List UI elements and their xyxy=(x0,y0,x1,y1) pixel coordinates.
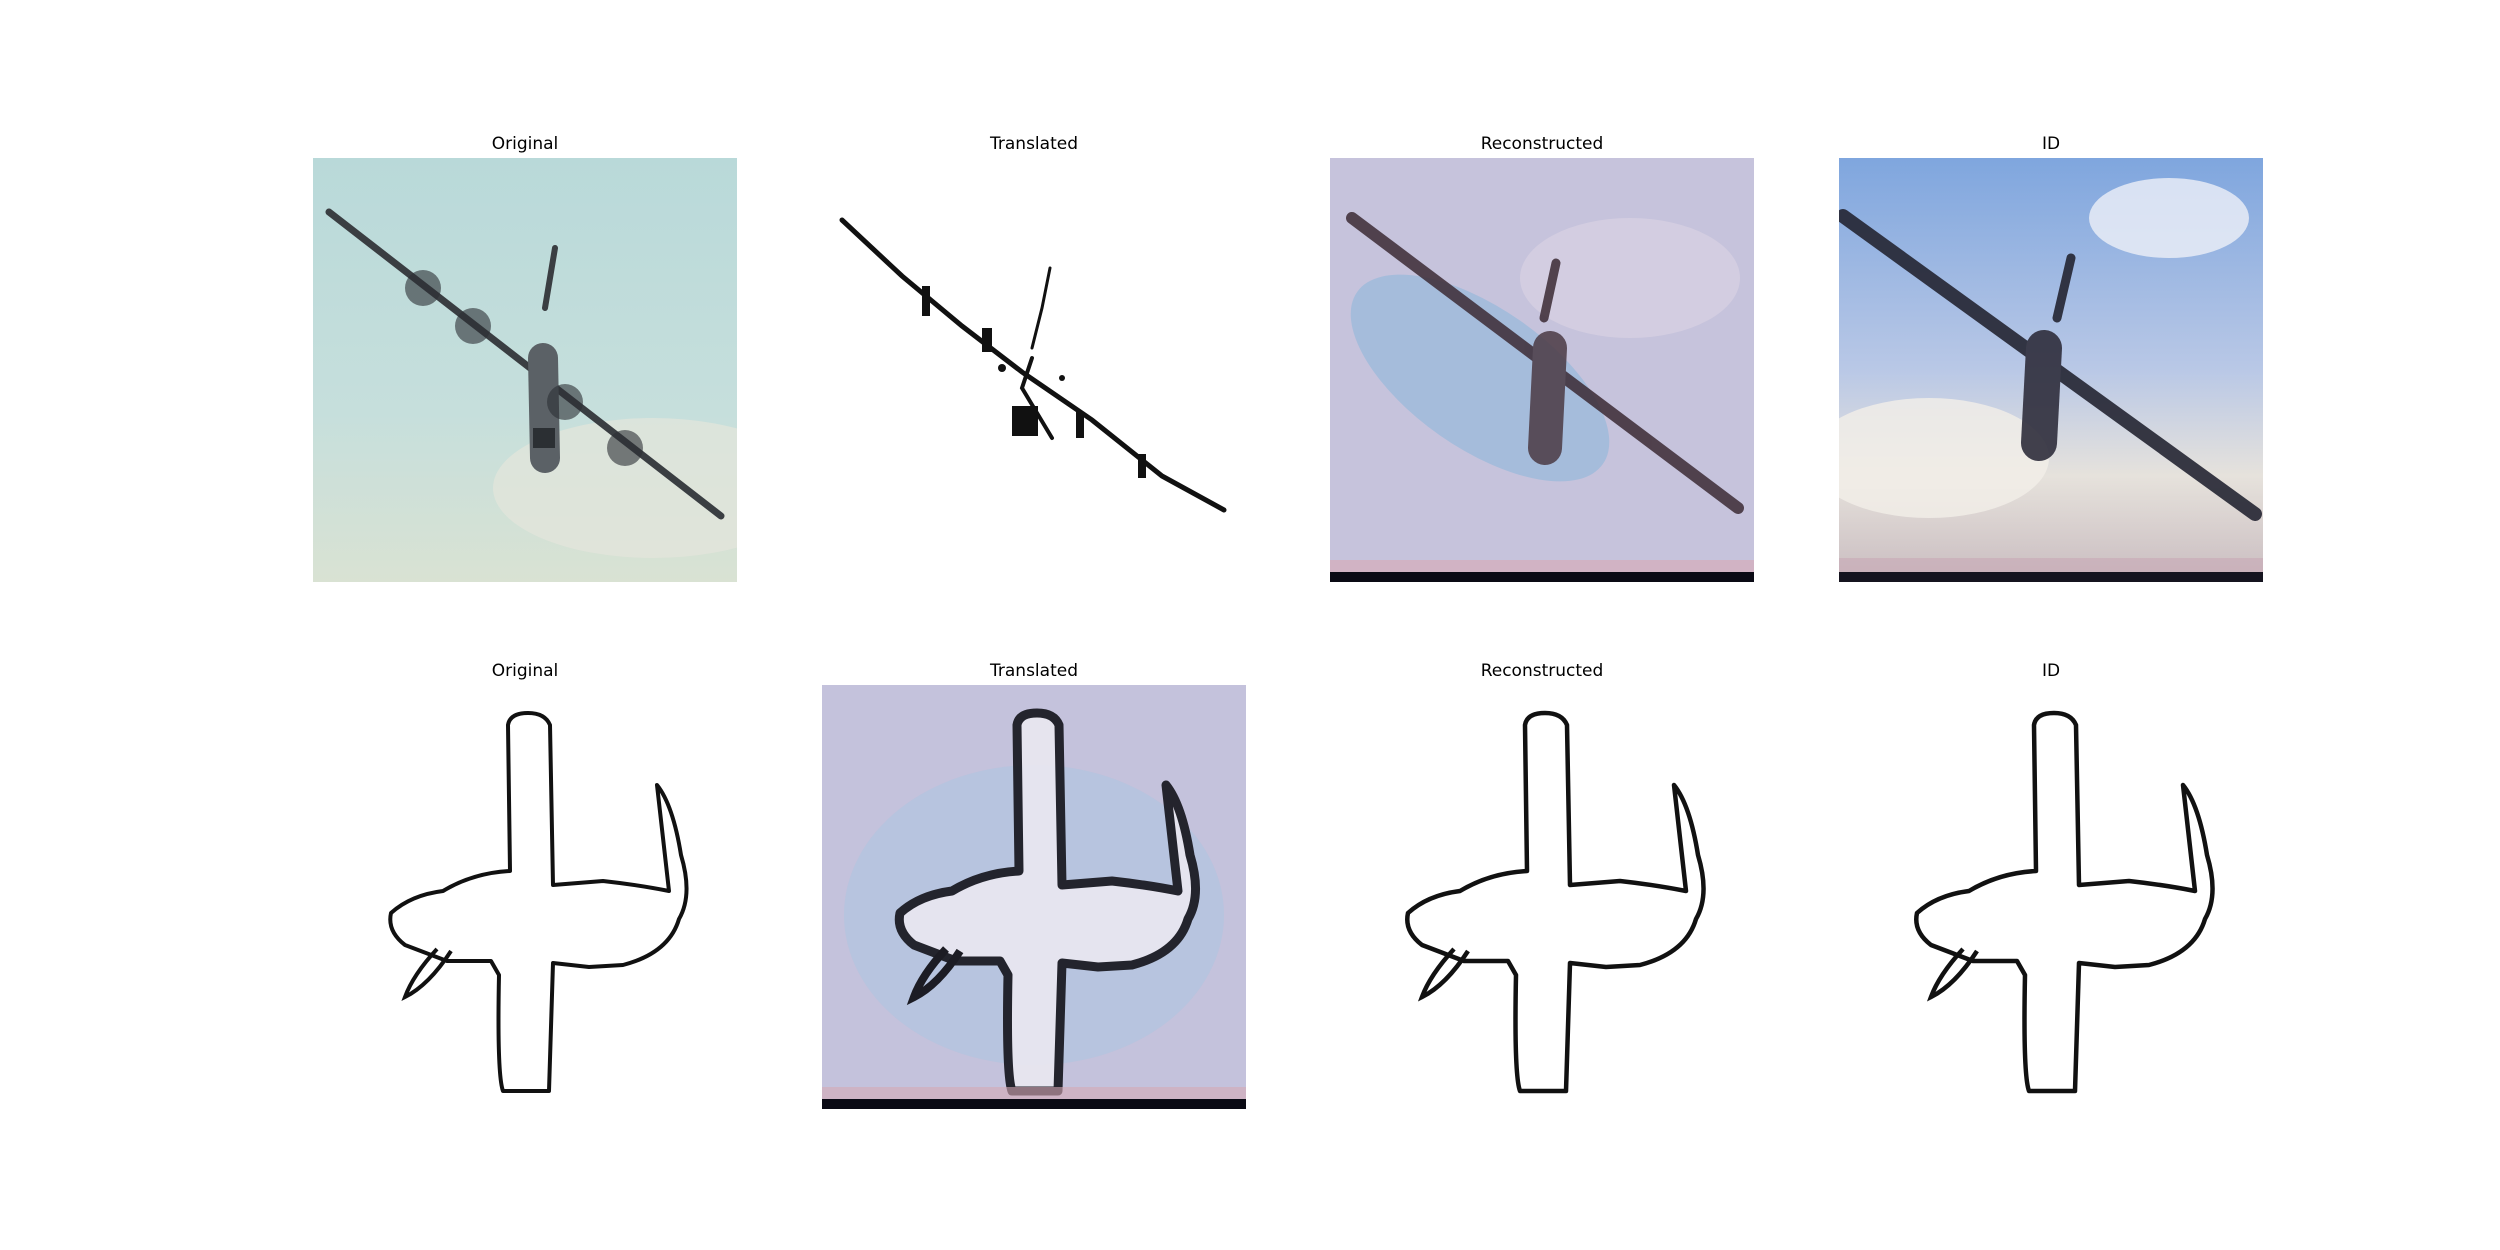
airplane-reconstructed-image xyxy=(1330,158,1754,582)
image-panel-id-2 xyxy=(1839,685,2263,1109)
image-panel-original-1 xyxy=(313,158,737,582)
cross-sketch-image xyxy=(313,685,737,1109)
image-panel-reconstructed-1 xyxy=(1330,158,1754,582)
panel-title-original-2: Original xyxy=(491,661,559,681)
image-panel-original-2 xyxy=(313,685,737,1109)
image-panel-id-1 xyxy=(1839,158,2263,582)
panel-title-original-1: Original xyxy=(491,134,559,154)
panel-title-reconstructed-2: Reconstructed xyxy=(1480,661,1604,681)
panel-title-id-1: ID xyxy=(2041,134,2061,154)
image-panel-reconstructed-2 xyxy=(1330,685,1754,1109)
cross-translated-image xyxy=(822,685,1246,1109)
panel-title-translated-1: Translated xyxy=(990,134,1078,154)
cross-id-image xyxy=(1839,685,2263,1109)
airplane-id-image xyxy=(1839,158,2263,582)
cross-reconstructed-image xyxy=(1330,685,1754,1109)
image-panel-translated-2 xyxy=(822,685,1246,1109)
panel-title-translated-2: Translated xyxy=(990,661,1078,681)
image-panel-translated-1 xyxy=(822,158,1246,582)
panel-title-reconstructed-1: Reconstructed xyxy=(1480,134,1604,154)
airplane-photo-image xyxy=(313,158,737,582)
airplane-sketch-image xyxy=(822,158,1246,582)
panel-title-id-2: ID xyxy=(2041,661,2061,681)
